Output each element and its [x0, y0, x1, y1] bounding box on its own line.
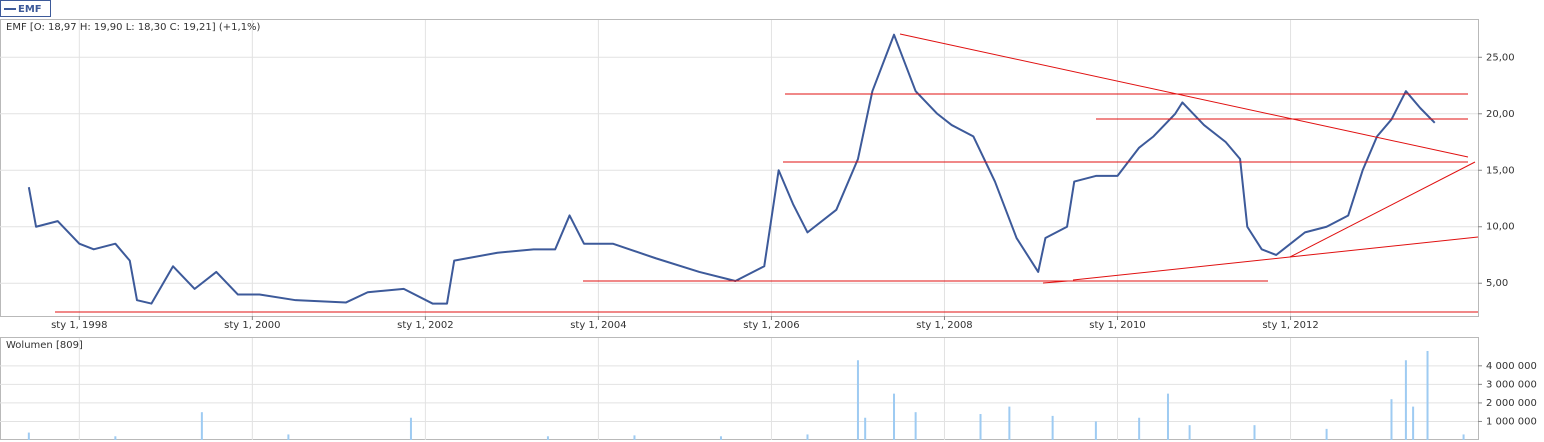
trend-line: [899, 33, 1469, 158]
y-tick-label: 10,00: [1486, 222, 1515, 233]
volume-bar: [546, 436, 549, 440]
trend-line: [1289, 161, 1476, 258]
volume-bar: [1412, 406, 1415, 440]
volume-bar: [1094, 421, 1097, 440]
x-tick-label: sty 1, 2008: [916, 320, 972, 331]
price-title: EMF [O: 18,97 H: 19,90 L: 18,30 C: 19,21…: [6, 22, 261, 33]
y-tick-label: 2 000 000: [1486, 398, 1537, 409]
y-tick-label: 15,00: [1486, 165, 1515, 176]
volume-bar: [914, 412, 917, 440]
volume-bar: [806, 434, 809, 440]
volume-bar: [1188, 425, 1191, 440]
volume-bar: [1404, 360, 1407, 440]
trend-line: [1042, 280, 1069, 284]
y-tick-label: 1 000 000: [1486, 416, 1537, 427]
volume-bar: [864, 417, 867, 440]
legend-box: [0, 0, 51, 17]
legend-label: EMF: [18, 4, 42, 15]
volume-bar: [1166, 393, 1169, 440]
volume-bar: [893, 393, 896, 440]
volume-bar: [1051, 415, 1054, 440]
volume-bar: [27, 432, 30, 440]
volume-panel: [0, 337, 1479, 440]
volume-bar: [1462, 434, 1465, 440]
y-tick-label: 3 000 000: [1486, 379, 1537, 390]
volume-bar: [1325, 428, 1328, 440]
x-tick-label: sty 1, 2002: [397, 320, 453, 331]
x-tick-label: sty 1, 2012: [1262, 320, 1318, 331]
volume-bar: [409, 417, 412, 440]
grids: [0, 20, 1482, 440]
volume-bar: [1138, 417, 1141, 440]
y-tick-label: 20,00: [1486, 109, 1515, 120]
x-tick-label: sty 1, 2006: [743, 320, 799, 331]
volume-bar: [200, 412, 203, 440]
volume-bar: [856, 360, 859, 440]
volume-bar: [719, 436, 722, 440]
volume-bar: [287, 434, 290, 440]
x-tick-label: sty 1, 1998: [51, 320, 107, 331]
volume-title: Wolumen [809]: [6, 340, 83, 351]
volume-bar: [1253, 425, 1256, 440]
volume-bar: [1390, 399, 1393, 440]
trend-lines: [55, 33, 1479, 313]
x-tick-label: sty 1, 2004: [570, 320, 626, 331]
volume-bar: [979, 414, 982, 440]
y-tick-label: 5,00: [1486, 278, 1508, 289]
volume-bar: [633, 435, 636, 440]
volume-bar: [114, 436, 117, 440]
price-line: [27, 33, 1436, 305]
marks: [27, 33, 1465, 440]
x-tick-label: sty 1, 2000: [224, 320, 280, 331]
volume-bar: [1008, 406, 1011, 440]
volume-bar: [1426, 350, 1429, 440]
trend-line: [1072, 236, 1479, 281]
x-tick-label: sty 1, 2010: [1089, 320, 1145, 331]
y-tick-label: 25,00: [1486, 52, 1515, 63]
y-tick-label: 4 000 000: [1486, 361, 1537, 372]
price-panel: [0, 19, 1479, 317]
